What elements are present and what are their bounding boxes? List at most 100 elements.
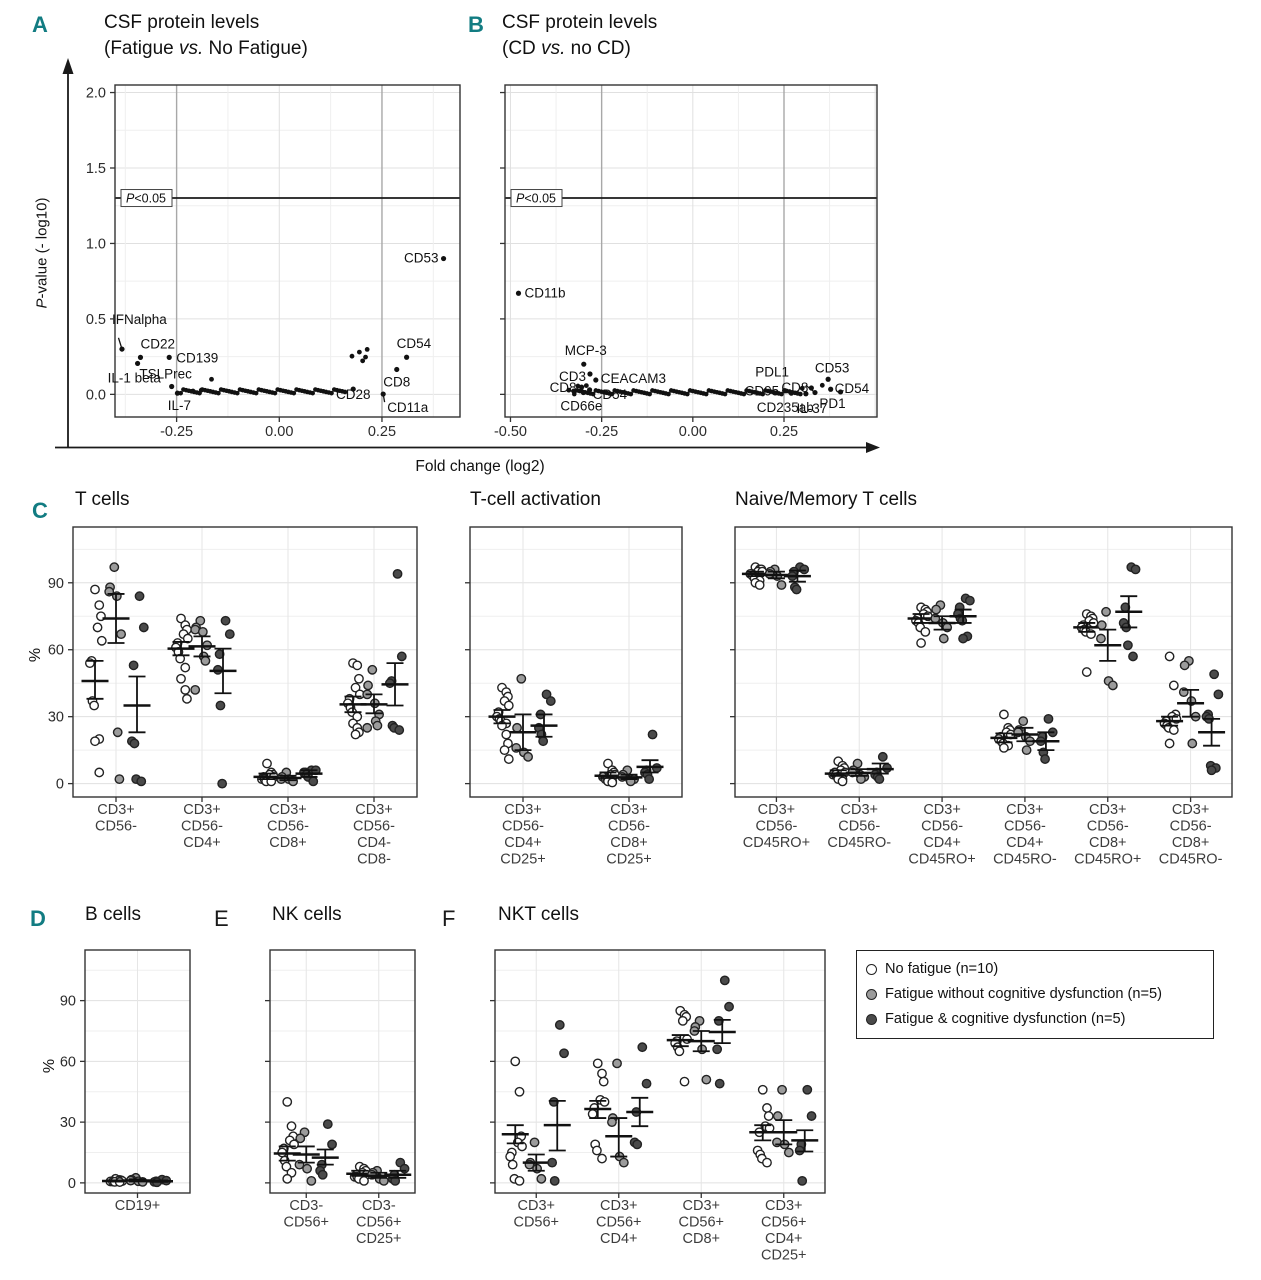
svg-text:CD4+: CD4+ [923,835,960,851]
legend-label-fatigue-cd: Fatigue & cognitive dysfunction (n=5) [885,1011,1126,1028]
svg-text:CD3+: CD3+ [923,802,960,818]
svg-text:CD8+: CD8+ [610,835,647,851]
svg-text:CD53: CD53 [404,251,439,266]
svg-text:CD25+: CD25+ [761,1248,807,1264]
panel-letter-b: B [468,12,484,37]
svg-text:CD8+: CD8+ [1172,835,1209,851]
svg-text:CD25+: CD25+ [500,852,546,868]
svg-text:CD4+: CD4+ [1006,835,1043,851]
svg-text:CD3+: CD3+ [518,1198,555,1214]
svg-text:CD3+: CD3+ [504,802,541,818]
svg-text:CD56-: CD56- [267,819,309,835]
svg-text:CD54: CD54 [397,336,432,351]
svg-text:CD56-: CD56- [502,819,544,835]
svg-text:CD8: CD8 [383,374,410,389]
panel-b-title: CSF protein levels (CD vs. no CD) [502,10,657,62]
svg-text:CD22: CD22 [140,336,175,351]
svg-text:CD56-: CD56- [838,819,880,835]
svg-text:CD3+: CD3+ [97,802,134,818]
svg-text:0.25: 0.25 [368,424,396,440]
legend-label-fatigue-no-cd: Fatigue without cognitive dysfunction (n… [885,986,1163,1003]
svg-text:CD45RO-: CD45RO- [993,852,1057,868]
panel-b-title-post: no CD) [565,38,631,59]
svg-text:MCP-3: MCP-3 [565,343,607,358]
panel-b-title-pre: (CD [502,38,542,59]
svg-text:CD3-: CD3- [362,1198,396,1214]
svg-text:CD235ab: CD235ab [757,400,814,415]
svg-text:CD19+: CD19+ [115,1198,161,1214]
svg-text:0: 0 [56,777,64,793]
svg-text:CD3+: CD3+ [1006,802,1043,818]
svg-text:0: 0 [68,1176,76,1192]
svg-text:CD56-: CD56- [1087,819,1129,835]
svg-text:90: 90 [48,576,64,592]
svg-text:1.0: 1.0 [86,236,106,252]
svg-text:CD56-: CD56- [755,819,797,835]
panel-letter-e: E [214,906,229,931]
svg-text:CD3+: CD3+ [355,802,392,818]
svg-text:60: 60 [60,1054,76,1070]
svg-text:CD56-: CD56- [95,819,137,835]
svg-text:CD3+: CD3+ [765,1198,802,1214]
svg-text:CD3+: CD3+ [269,802,306,818]
svg-text:CD4+: CD4+ [504,835,541,851]
svg-text:CD56+: CD56+ [356,1215,402,1231]
svg-text:CD56+: CD56+ [596,1215,642,1231]
svg-text:CD56+: CD56+ [283,1215,329,1231]
svg-text:CD4+: CD4+ [765,1231,802,1247]
svg-text:CD3+: CD3+ [600,1198,637,1214]
svg-text:CD8: CD8 [550,380,577,395]
svg-text:TSLPrec: TSLPrec [139,367,192,382]
svg-text:0.25: 0.25 [770,424,798,440]
svg-text:CD56+: CD56+ [761,1215,807,1231]
svg-text:0.00: 0.00 [679,424,707,440]
svg-text:CD56-: CD56- [181,819,223,835]
svg-text:CD4+: CD4+ [600,1231,637,1247]
svg-text:IL-1 beta: IL-1 beta [108,370,162,385]
panel-a-title: CSF protein levels (Fatigue vs. No Fatig… [104,10,308,62]
svg-text:PD1: PD1 [819,396,845,411]
svg-text:30: 30 [48,710,64,726]
svg-text:CD56-: CD56- [353,819,395,835]
panel-letter-f: F [442,906,456,931]
svg-text:-0.25: -0.25 [160,424,193,440]
svg-text:CD8+: CD8+ [269,835,306,851]
svg-text:CD139: CD139 [176,350,218,365]
svg-text:CD25+: CD25+ [356,1231,402,1247]
svg-text:-0.25: -0.25 [585,424,618,440]
t-cells-title: T cells [75,489,130,510]
svg-text:CD3+: CD3+ [841,802,878,818]
panel-letter-d: D [30,906,46,931]
svg-text:CD56-: CD56- [1170,819,1212,835]
dark-circle-icon [866,1014,877,1026]
svg-text:CD45RO+: CD45RO+ [743,835,810,851]
svg-text:CD8-: CD8- [357,852,391,868]
svg-text:CD45RO-: CD45RO- [827,835,891,851]
panel-letter-c: C [32,498,48,523]
legend-row-fatigue-no-cd: Fatigue without cognitive dysfunction (n… [866,982,1204,1007]
svg-text:CD8+: CD8+ [1089,835,1126,851]
panel-letter-a: A [32,12,48,37]
panel-a-title-line2: (Fatigue vs. No Fatigue) [104,36,308,62]
svg-text:CD4-: CD4- [357,835,391,851]
svg-text:CD54: CD54 [835,381,870,396]
panel-a-title-post: No Fatigue) [203,38,308,59]
svg-text:CD3-: CD3- [289,1198,323,1214]
nk-cells-title: NK cells [272,904,342,925]
nkt-cells-title: NKT cells [498,904,579,925]
t-cell-activation-title: T-cell activation [470,489,601,510]
svg-text:IFNalpha: IFNalpha [112,312,167,327]
svg-text:CEACAM3: CEACAM3 [601,371,666,386]
svg-text:CD3+: CD3+ [610,802,647,818]
svg-text:CD45RO-: CD45RO- [1159,852,1223,868]
svg-text:CD53: CD53 [815,360,850,375]
svg-text:CD56+: CD56+ [678,1215,724,1231]
legend-row-fatigue-cd: Fatigue & cognitive dysfunction (n=5) [866,1007,1204,1032]
svg-text:IL-7: IL-7 [168,398,191,413]
panel-b-title-line1: CSF protein levels [502,12,658,33]
b-cells-title: B cells [85,904,141,925]
svg-text:CD3+: CD3+ [1172,802,1209,818]
svg-text:-0.50: -0.50 [494,424,527,440]
